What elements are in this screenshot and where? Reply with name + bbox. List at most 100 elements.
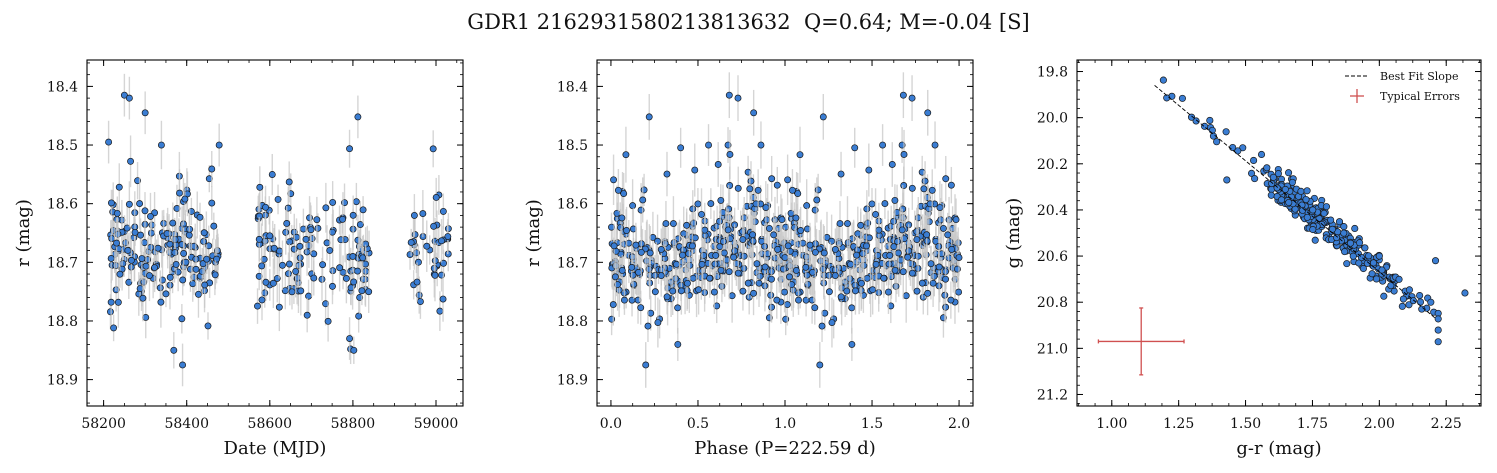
- data-point: [672, 260, 680, 268]
- data-point: [698, 210, 705, 218]
- data-point: [767, 291, 775, 299]
- data-point: [683, 279, 691, 287]
- data-point: [203, 255, 211, 263]
- data-point: [905, 247, 913, 255]
- data-point: [119, 260, 127, 268]
- data-point: [110, 324, 118, 332]
- data-point: [797, 227, 805, 234]
- data-point: [254, 302, 261, 310]
- data-point: [756, 272, 764, 280]
- data-point: [113, 209, 121, 217]
- data-point: [716, 217, 724, 225]
- x-tick-label: 2.25: [1431, 416, 1462, 432]
- data-point: [432, 194, 440, 201]
- data-point: [1267, 191, 1275, 199]
- data-point: [1223, 176, 1231, 184]
- data-point: [622, 151, 630, 159]
- data-point: [1303, 187, 1311, 195]
- data-point: [444, 233, 452, 241]
- data-point: [324, 317, 332, 325]
- data-point: [940, 224, 947, 232]
- data-point: [303, 248, 311, 256]
- data-point: [255, 235, 263, 243]
- data-point: [329, 198, 337, 206]
- data-point: [1434, 326, 1442, 334]
- data-point: [1327, 216, 1335, 224]
- data-point: [147, 212, 154, 220]
- data-point: [848, 340, 856, 348]
- plot-frame: [86, 59, 464, 407]
- data-point: [929, 279, 937, 287]
- data-point: [920, 185, 928, 193]
- data-point: [178, 315, 186, 323]
- data-point: [1434, 315, 1442, 323]
- data-point: [768, 303, 776, 311]
- data-point: [1273, 184, 1281, 192]
- data-point: [868, 200, 876, 208]
- data-point: [930, 272, 938, 280]
- data-point: [924, 109, 932, 117]
- data-point: [296, 242, 304, 250]
- data-point: [900, 182, 908, 189]
- data-point: [685, 250, 693, 258]
- data-point: [623, 227, 631, 234]
- data-point: [857, 221, 865, 229]
- data-point: [757, 141, 765, 149]
- data-point: [831, 272, 839, 280]
- data-point: [302, 235, 310, 243]
- data-point: [181, 195, 189, 203]
- data-point: [1335, 218, 1344, 226]
- data-point: [894, 249, 902, 257]
- data-point: [1302, 195, 1310, 204]
- data-point: [1303, 213, 1311, 221]
- figure-title: GDR1 2162931580213813632 Q=0.64; M=-0.04…: [467, 10, 1030, 34]
- data-point: [792, 267, 800, 274]
- y-tick-label: 18.6: [47, 197, 78, 213]
- data-point: [154, 244, 162, 252]
- data-point: [639, 196, 647, 204]
- data-point: [698, 260, 706, 268]
- data-point: [761, 263, 769, 271]
- y-tick-label: 18.7: [557, 255, 588, 271]
- data-point: [136, 200, 144, 208]
- y-tick-label: 18.5: [47, 138, 78, 154]
- data-point: [1346, 239, 1355, 247]
- data-point: [629, 271, 637, 279]
- x-tick-label: 0.0: [600, 416, 622, 432]
- x-tick-label: 1.00: [1096, 416, 1127, 432]
- data-point: [359, 254, 367, 262]
- data-point: [620, 190, 628, 197]
- data-point: [1311, 236, 1319, 244]
- data-point: [146, 272, 153, 280]
- data-point: [701, 226, 709, 234]
- data-point: [689, 205, 697, 213]
- data-point: [114, 298, 122, 306]
- y-tick-label: 18.5: [557, 138, 588, 154]
- data-point: [865, 234, 873, 242]
- data-point: [303, 311, 311, 319]
- x-tick-label: 1.50: [1230, 416, 1261, 432]
- data-point: [1387, 282, 1395, 290]
- x-axis-label: Phase (P=222.59 d): [694, 438, 876, 459]
- data-point: [781, 288, 788, 296]
- y-tick-label: 18.8: [47, 314, 78, 330]
- data-point: [258, 262, 266, 270]
- data-point: [1187, 113, 1196, 121]
- data-point: [923, 231, 931, 239]
- data-point: [908, 94, 916, 102]
- data-point: [355, 312, 363, 320]
- data-point: [356, 221, 364, 229]
- data-point: [157, 141, 165, 149]
- data-point: [313, 216, 321, 224]
- data-point: [843, 287, 851, 295]
- x-tick-label: 58200: [81, 416, 126, 432]
- data-point: [365, 288, 373, 296]
- y-tick-label: 18.6: [557, 197, 588, 213]
- y-axis-label: g (mag): [1003, 198, 1024, 269]
- data-point: [669, 220, 677, 228]
- data-point: [172, 260, 180, 268]
- x-tick-label: 2.00: [1364, 416, 1395, 432]
- y-tick-label: 20.2: [1037, 157, 1068, 173]
- data-point: [1281, 185, 1289, 193]
